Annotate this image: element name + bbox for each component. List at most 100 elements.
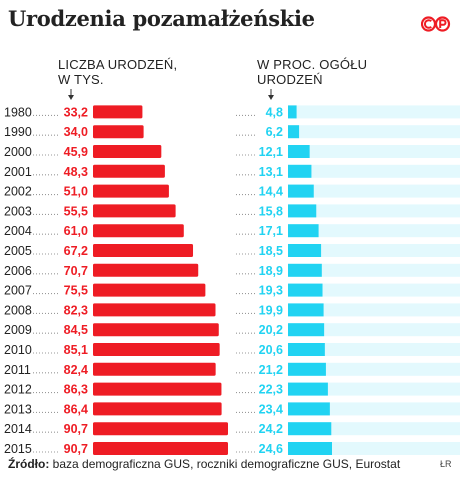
share-percent-bar [288,204,317,218]
year-label: 2012 [4,383,32,397]
birth-count-bar [93,382,222,396]
share-percent-label: 20,6 [259,343,283,357]
birth-count-bar [93,105,143,119]
year-label: 2003 [4,204,32,218]
year-label: 2001 [4,165,32,179]
source-text: baza demograficzna GUS, roczniki demogra… [49,457,401,471]
header-arrows [68,89,274,100]
birth-count-label: 48,3 [64,165,88,179]
share-percent-bar [288,263,322,277]
share-percent-label: 24,2 [259,422,283,436]
birth-count-label: 75,5 [64,284,88,298]
share-percent-bar [288,105,297,119]
share-percent-bar [288,224,319,238]
share-bar-background [288,382,460,396]
share-bar-background [288,343,460,356]
logo-icon [421,16,451,32]
birth-count-label: 34,0 [64,125,88,139]
share-percent-label: 17,1 [259,224,283,238]
birth-count-label: 61,0 [64,224,88,238]
share-percent-bar [288,283,323,297]
birth-count-bar [93,184,169,198]
year-label: 2000 [4,145,32,159]
birth-count-bar [93,244,194,257]
share-percent-bar [288,343,325,356]
share-percent-bar [288,362,326,376]
share-percent-label: 24,6 [259,442,283,456]
year-label: 2006 [4,264,32,278]
birth-count-label: 70,7 [64,264,88,278]
birth-count-label: 55,5 [64,204,88,218]
birth-count-label: 45,9 [64,145,88,159]
share-bar-background [288,224,460,238]
birth-count-bar [93,263,199,277]
birth-count-label: 82,3 [64,303,88,317]
share-percent-label: 19,3 [259,284,283,298]
right-column-header: W PROC. OGÓŁU URODZEŃ [257,57,368,87]
share-bar-background [288,323,460,337]
share-bar-background [288,244,460,257]
year-label: 2010 [4,343,32,357]
share-percent-label: 13,1 [259,165,283,179]
share-bar-background [288,402,460,416]
share-bar-background [288,164,460,178]
arrow-down-icon [68,89,74,100]
share-percent-label: 20,2 [259,323,283,337]
birth-count-label: 90,7 [64,442,88,456]
chart-area: 1980 33,2 4,8 1990 34,0 6,2 2000 45,9 12,1 2001 48… [4,105,460,456]
birth-count-bar [93,145,162,158]
share-percent-bar [288,422,332,436]
share-percent-bar [288,402,330,416]
share-bar-background [288,184,460,198]
birth-count-bar [93,323,219,337]
share-percent-label: 18,5 [259,244,283,258]
source-label: Źródło: [8,457,50,471]
source-note: Źródło: baza demograficzna GUS, roczniki… [8,457,400,471]
birth-count-label: 86,4 [64,402,88,416]
share-bar-background [288,204,460,218]
share-percent-label: 22,3 [259,383,283,397]
birth-count-bar [93,283,206,297]
share-percent-bar [288,323,325,337]
birth-count-bar [93,164,165,178]
birth-count-bar [93,204,176,218]
arrow-down-icon [268,89,274,100]
birth-count-bar [93,402,222,416]
share-percent-label: 14,4 [259,185,283,199]
year-label: 1990 [4,125,32,139]
share-percent-label: 15,8 [259,204,283,218]
birth-count-bar [93,303,216,317]
birth-count-label: 86,3 [64,383,88,397]
share-percent-label: 4,8 [266,105,283,119]
share-percent-label: 12,1 [259,145,283,159]
birth-count-label: 82,4 [64,363,88,377]
share-bar-background [288,145,460,158]
year-label: 2011 [4,363,31,377]
year-label: 2015 [4,442,32,456]
birth-count-label: 51,0 [64,185,88,199]
share-percent-label: 23,4 [259,402,283,416]
birth-count-bar [93,422,228,436]
birth-count-label: 90,7 [64,422,88,436]
share-percent-label: 21,2 [259,363,283,377]
birth-count-bar [93,224,184,238]
author-initials: ŁR [440,459,452,469]
birth-count-bar [93,442,228,455]
chart-title: Urodzenia pozamałżeńskie [8,6,315,31]
share-bar-background [288,283,460,297]
year-label: 2008 [4,303,32,317]
year-label: 1980 [4,105,32,119]
share-percent-bar [288,303,324,317]
year-label: 2013 [4,402,32,416]
year-label: 2004 [4,224,32,238]
left-column-header: LICZBA URODZEŃ, W TYS. [58,57,178,87]
share-percent-bar [288,382,328,396]
year-label: 2007 [4,284,32,298]
year-label: 2009 [4,323,32,337]
birth-count-bar [93,125,144,139]
year-label: 2002 [4,185,32,199]
share-percent-bar [288,164,312,178]
share-percent-bar [288,244,322,257]
birth-count-label: 67,2 [64,244,88,258]
share-bar-background [288,303,460,317]
